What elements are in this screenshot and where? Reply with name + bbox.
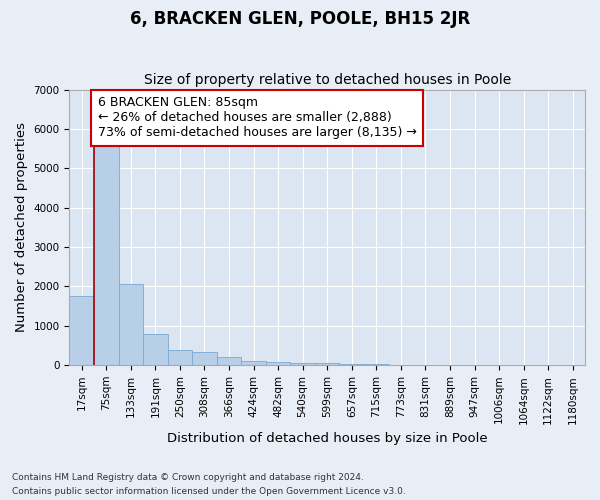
Bar — [315, 364, 340, 365]
Bar — [192, 352, 217, 365]
Bar — [119, 284, 143, 365]
Bar — [94, 137, 119, 365]
X-axis label: Distribution of detached houses by size in Poole: Distribution of detached houses by size … — [167, 432, 488, 445]
Bar — [364, 364, 389, 365]
Bar — [217, 356, 241, 365]
Bar — [70, 296, 94, 365]
Text: 6, BRACKEN GLEN, POOLE, BH15 2JR: 6, BRACKEN GLEN, POOLE, BH15 2JR — [130, 10, 470, 28]
Text: Contains HM Land Registry data © Crown copyright and database right 2024.: Contains HM Land Registry data © Crown c… — [12, 472, 364, 482]
Bar — [266, 362, 290, 365]
Bar — [241, 361, 266, 365]
Title: Size of property relative to detached houses in Poole: Size of property relative to detached ho… — [143, 73, 511, 87]
Bar — [143, 334, 167, 365]
Bar — [290, 363, 315, 365]
Text: Contains public sector information licensed under the Open Government Licence v3: Contains public sector information licen… — [12, 488, 406, 496]
Bar — [340, 364, 364, 365]
Y-axis label: Number of detached properties: Number of detached properties — [15, 122, 28, 332]
Text: 6 BRACKEN GLEN: 85sqm
← 26% of detached houses are smaller (2,888)
73% of semi-d: 6 BRACKEN GLEN: 85sqm ← 26% of detached … — [98, 96, 416, 140]
Bar — [167, 350, 192, 365]
